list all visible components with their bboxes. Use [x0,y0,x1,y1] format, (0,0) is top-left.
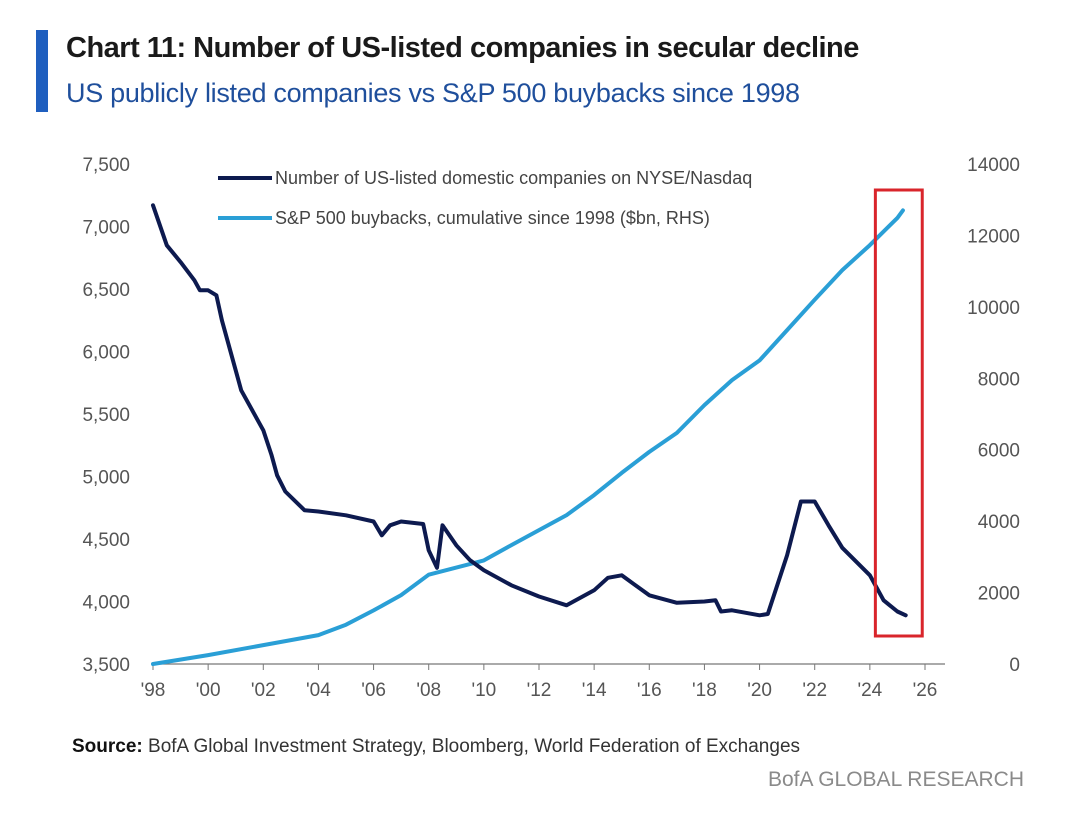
chart-title: Chart 11: Number of US-listed companies … [66,32,859,64]
y-right-tick-label: 4000 [978,512,1020,533]
x-tick-label: '12 [527,680,552,701]
legend-label-buybacks: S&P 500 buybacks, cumulative since 1998 … [275,208,710,228]
x-tick-label: '20 [747,680,772,701]
legend-label-companies: Number of US-listed domestic companies o… [275,168,752,188]
x-tick-label: '98 [141,680,166,701]
y-left-tick-label: 7,500 [82,155,130,176]
x-tick-label: '14 [582,680,607,701]
y-left-tick-label: 4,000 [82,593,130,614]
x-tick-label: '02 [251,680,276,701]
y-left-tick-label: 7,000 [82,218,130,239]
x-tick-label: '06 [361,680,386,701]
title-accent-bar [36,30,48,112]
series-line-buybacks [151,208,905,666]
y-left-tick-label: 6,500 [82,280,130,301]
y-right-tick-label: 0 [1009,655,1020,676]
y-right-tick-label: 14000 [967,155,1020,176]
x-tick-label: '08 [416,680,441,701]
x-tick-label: '24 [857,680,882,701]
x-tick-label: '04 [306,680,331,701]
highlight-box [873,188,924,638]
x-tick-label: '22 [802,680,827,701]
source-text: BofA Global Investment Strategy, Bloombe… [148,736,801,757]
y-left-tick-label: 3,500 [82,655,130,676]
x-tick-label: '26 [913,680,938,701]
series-line-companies [151,203,908,618]
x-tick-label: '10 [471,680,496,701]
x-tick-label: '18 [692,680,717,701]
source-note: Source: BofA Global Investment Strategy,… [72,736,800,758]
x-tick-label: '16 [637,680,662,701]
brand-label: BofA GLOBAL RESEARCH [768,768,1024,791]
y-left-tick-label: 5,000 [82,468,130,489]
y-right-tick-label: 10000 [967,298,1020,319]
chart-subtitle: US publicly listed companies vs S&P 500 … [66,78,800,108]
y-left-tick-label: 5,500 [82,405,130,426]
y-right-tick-label: 6000 [978,441,1020,462]
y-right-tick-label: 2000 [978,584,1020,605]
y-right-tick-label: 8000 [978,369,1020,390]
y-left-tick-label: 6,000 [82,343,130,364]
y-right-tick-label: 12000 [967,226,1020,247]
y-left-tick-label: 4,500 [82,530,130,551]
source-label: Source: [72,736,143,757]
x-tick-label: '00 [196,680,221,701]
